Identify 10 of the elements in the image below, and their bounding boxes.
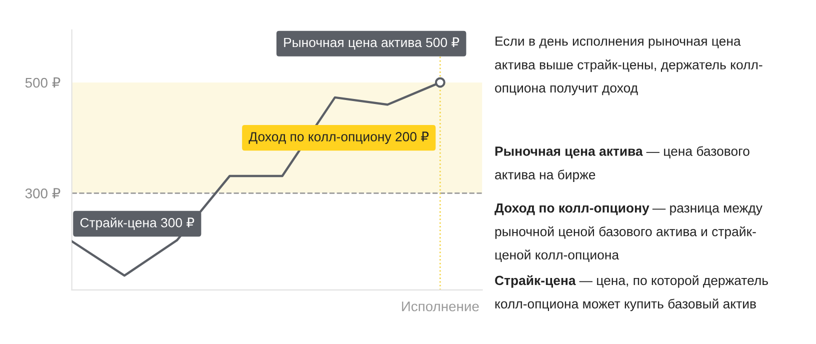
text: Рыночная цена актива — цена базового актива на бирже [495,146,750,182]
annotation: Рыночная цена актива 500 ₽ [284,37,460,50]
y-tick-label: 300 ₽ [25,188,60,198]
text: Если в день исполнения рыночная цена актива выше страйк-цены, держатель колл- опциона получит доход [495,36,762,96]
annotation: Доход по колл-опциону 200 ₽ [248,132,429,144]
x-tick-label: Исполнение [402,302,479,312]
text: Страйк-цена — цена, по которой держатель колл-опциона может купить базовый актив [495,275,768,312]
y-tick-label: 500 ₽ [25,77,60,88]
text: Доход по колл-опциону — разница между рыночной ценой базового актива и страйк- ценой колл-опциона [494,203,762,262]
annotation: Страйк-цена 300 ₽ [80,217,194,230]
